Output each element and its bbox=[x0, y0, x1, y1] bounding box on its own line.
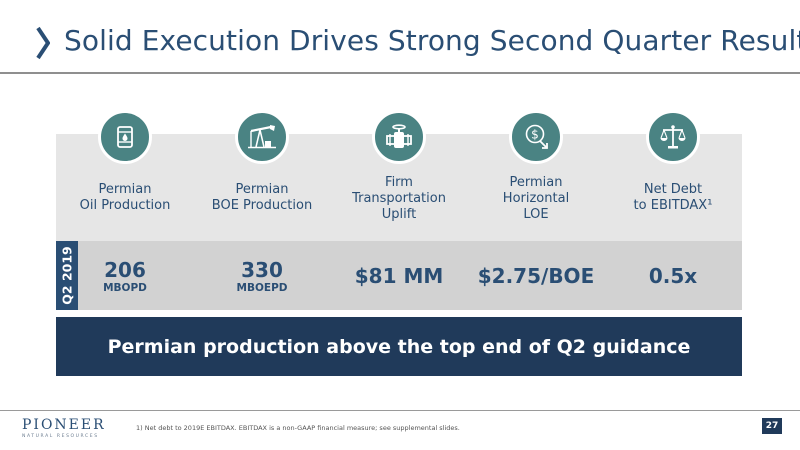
card-value: 0.5x bbox=[648, 264, 698, 288]
card-value-area bbox=[467, 241, 605, 310]
card-label: Net Debt to EBITDAX¹ bbox=[633, 182, 713, 213]
metric-card-horizontal-loe: $ Permian Horizontal LOE $2.75/BOE bbox=[467, 110, 605, 310]
period-label: Q2 2019 bbox=[59, 246, 75, 305]
company-logo: PIONEER NATURAL RESOURCES bbox=[22, 417, 112, 447]
card-value: $81 MM bbox=[354, 264, 444, 288]
pipeline-valve-icon bbox=[372, 110, 426, 164]
card-unit: MBOEPD bbox=[236, 282, 288, 294]
card-label: Permian Horizontal LOE bbox=[502, 175, 570, 222]
metric-card-boe-production: Permian BOE Production 330 MBOEPD bbox=[193, 110, 331, 310]
card-label: Permian BOE Production bbox=[211, 182, 313, 213]
banner-text: Permian production above the top end of … bbox=[107, 335, 691, 358]
period-tab: Q2 2019 bbox=[56, 241, 78, 310]
card-value: 206 bbox=[104, 258, 146, 282]
title-bar: Solid Execution Drives Strong Second Qua… bbox=[0, 0, 800, 72]
metric-card-net-debt: Net Debt to EBITDAX¹ 0.5x bbox=[604, 110, 742, 310]
card-value: $2.75/BOE bbox=[477, 264, 595, 288]
pump-jack-icon bbox=[235, 110, 289, 164]
chevron-right-icon bbox=[36, 26, 50, 60]
card-value-area bbox=[330, 241, 468, 310]
card-label: Firm Transportation Uplift bbox=[352, 175, 446, 222]
card-value-area bbox=[604, 241, 742, 310]
page-number: 27 bbox=[762, 418, 782, 434]
cost-down-icon: $ bbox=[509, 110, 563, 164]
metric-card-firm-transportation: Firm Transportation Uplift $81 MM bbox=[330, 110, 468, 310]
card-value-area bbox=[56, 241, 194, 310]
summary-banner: Permian production above the top end of … bbox=[56, 317, 742, 376]
card-value: 330 bbox=[241, 258, 283, 282]
logo-name: PIONEER bbox=[22, 417, 106, 433]
logo-subtitle: NATURAL RESOURCES bbox=[22, 434, 99, 439]
oil-barrel-icon bbox=[98, 110, 152, 164]
page-title: Solid Execution Drives Strong Second Qua… bbox=[64, 24, 800, 57]
card-unit: MBOPD bbox=[103, 282, 147, 294]
card-label: Permian Oil Production bbox=[79, 182, 171, 213]
footnote: 1) Net debt to 2019E EBITDAX. EBITDAX is… bbox=[136, 424, 460, 432]
svg-text:$: $ bbox=[531, 128, 539, 142]
footer-divider bbox=[0, 410, 800, 411]
balance-scale-icon bbox=[646, 110, 700, 164]
title-divider bbox=[0, 72, 800, 74]
metric-card-oil-production: Permian Oil Production 206 MBOPD bbox=[56, 110, 194, 310]
card-value-area bbox=[193, 241, 331, 310]
